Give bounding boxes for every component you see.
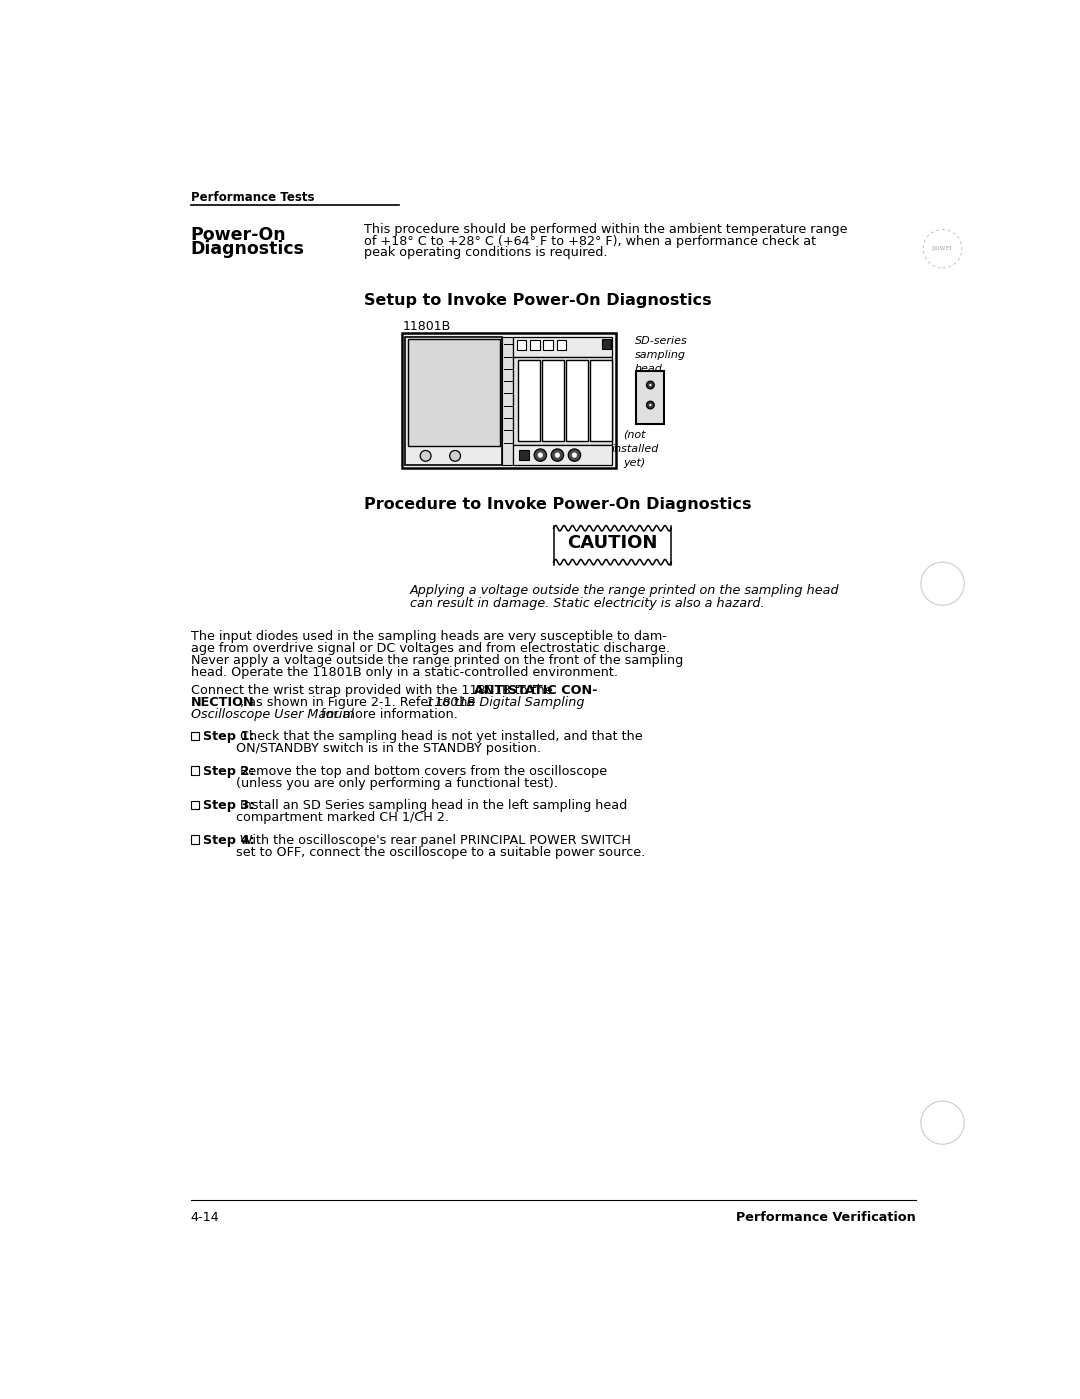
Text: ANTISTATIC CON-: ANTISTATIC CON-: [474, 684, 597, 697]
Text: Diagnostics: Diagnostics: [191, 241, 305, 259]
Bar: [502, 337, 513, 464]
Circle shape: [535, 449, 546, 462]
Bar: [191, 767, 200, 775]
Text: Step 4:: Step 4:: [203, 834, 255, 846]
Text: NECTION: NECTION: [191, 695, 255, 709]
Text: Check that the sampling head is not yet installed, and that the: Check that the sampling head is not yet …: [235, 730, 643, 743]
Text: 4-14: 4-14: [191, 1212, 219, 1224]
Text: CAUTION: CAUTION: [567, 534, 658, 553]
Text: compartment marked CH 1/CH 2.: compartment marked CH 1/CH 2.: [235, 811, 449, 824]
Text: Applying a voltage outside the range printed on the sampling head: Applying a voltage outside the range pri…: [410, 583, 840, 597]
Bar: [542, 361, 565, 441]
Text: This procedure should be performed within the ambient temperature range: This procedure should be performed withi…: [364, 224, 847, 236]
Text: peak operating conditions is required.: peak operating conditions is required.: [364, 246, 607, 259]
Bar: [405, 337, 502, 464]
Bar: [191, 835, 200, 844]
Text: Step 1:: Step 1:: [203, 730, 255, 743]
Bar: [513, 445, 612, 464]
Text: Install an SD Series sampling head in the left sampling head: Install an SD Series sampling head in th…: [235, 799, 627, 813]
Text: With the oscilloscope's rear panel PRINCIPAL POWER SWITCH: With the oscilloscope's rear panel PRINC…: [235, 834, 631, 846]
Circle shape: [568, 449, 581, 462]
Text: 11801B Digital Sampling: 11801B Digital Sampling: [426, 695, 584, 709]
Bar: [513, 357, 612, 445]
Text: Performance Verification: Performance Verification: [737, 1212, 916, 1224]
Text: 11801B: 11801B: [403, 320, 450, 333]
Bar: [636, 371, 664, 424]
Bar: [566, 361, 589, 441]
Circle shape: [649, 404, 651, 406]
Bar: [408, 339, 500, 446]
Text: , as shown in Figure 2-1. Refer to the: , as shown in Figure 2-1. Refer to the: [240, 695, 480, 709]
Text: Power-On: Power-On: [191, 225, 286, 243]
Circle shape: [420, 450, 431, 462]
Bar: [543, 340, 553, 350]
Text: of +18° C to +28° C (+64° F to +82° F), when a performance check at: of +18° C to +28° C (+64° F to +82° F), …: [364, 235, 815, 248]
Text: set to OFF, connect the oscilloscope to a suitable power source.: set to OFF, connect the oscilloscope to …: [235, 846, 645, 859]
Text: power: power: [932, 245, 954, 250]
Text: for more information.: for more information.: [318, 708, 458, 720]
Text: Connect the wrist strap provided with the 11801B to the: Connect the wrist strap provided with th…: [191, 684, 556, 697]
Text: Performance Tests: Performance Tests: [191, 192, 314, 204]
Circle shape: [538, 453, 542, 457]
Circle shape: [572, 453, 577, 457]
Bar: [530, 340, 540, 350]
Circle shape: [647, 381, 654, 389]
Bar: [519, 449, 529, 460]
Text: Setup to Invoke Power-On Diagnostics: Setup to Invoke Power-On Diagnostics: [364, 294, 712, 308]
Bar: [191, 732, 200, 740]
Bar: [590, 361, 612, 441]
Text: (not
installed
yet): (not installed yet): [611, 429, 659, 467]
Text: Never apply a voltage outside the range printed on the front of the sampling: Never apply a voltage outside the range …: [191, 653, 683, 667]
Circle shape: [649, 383, 651, 386]
Circle shape: [555, 453, 559, 457]
Bar: [513, 337, 612, 357]
Text: age from overdrive signal or DC voltages and from electrostatic discharge.: age from overdrive signal or DC voltages…: [191, 642, 670, 655]
Bar: [602, 339, 611, 348]
Text: Step 2:: Step 2:: [203, 765, 255, 778]
Circle shape: [551, 449, 564, 462]
Text: Step 3:: Step 3:: [203, 799, 255, 813]
Circle shape: [449, 450, 460, 462]
Text: Remove the top and bottom covers from the oscilloscope: Remove the top and bottom covers from th…: [235, 765, 607, 778]
Bar: [403, 333, 616, 469]
Text: Oscilloscope User Manual: Oscilloscope User Manual: [191, 708, 353, 720]
Circle shape: [647, 402, 654, 409]
Bar: [517, 361, 540, 441]
Text: (unless you are only performing a functional test).: (unless you are only performing a functi…: [235, 776, 557, 789]
Text: can result in damage. Static electricity is also a hazard.: can result in damage. Static electricity…: [410, 597, 765, 610]
Bar: [556, 340, 566, 350]
Text: Procedure to Invoke Power-On Diagnostics: Procedure to Invoke Power-On Diagnostics: [364, 498, 751, 512]
Text: SD-series
sampling
head: SD-series sampling head: [635, 336, 688, 374]
Bar: [191, 800, 200, 809]
Text: ON/STANDBY switch is in the STANDBY position.: ON/STANDBY switch is in the STANDBY posi…: [235, 741, 541, 755]
Text: head. Operate the 11801B only in a static-controlled environment.: head. Operate the 11801B only in a stati…: [191, 666, 618, 679]
Bar: [517, 340, 526, 350]
Text: The input diodes used in the sampling heads are very susceptible to dam-: The input diodes used in the sampling he…: [191, 630, 666, 644]
